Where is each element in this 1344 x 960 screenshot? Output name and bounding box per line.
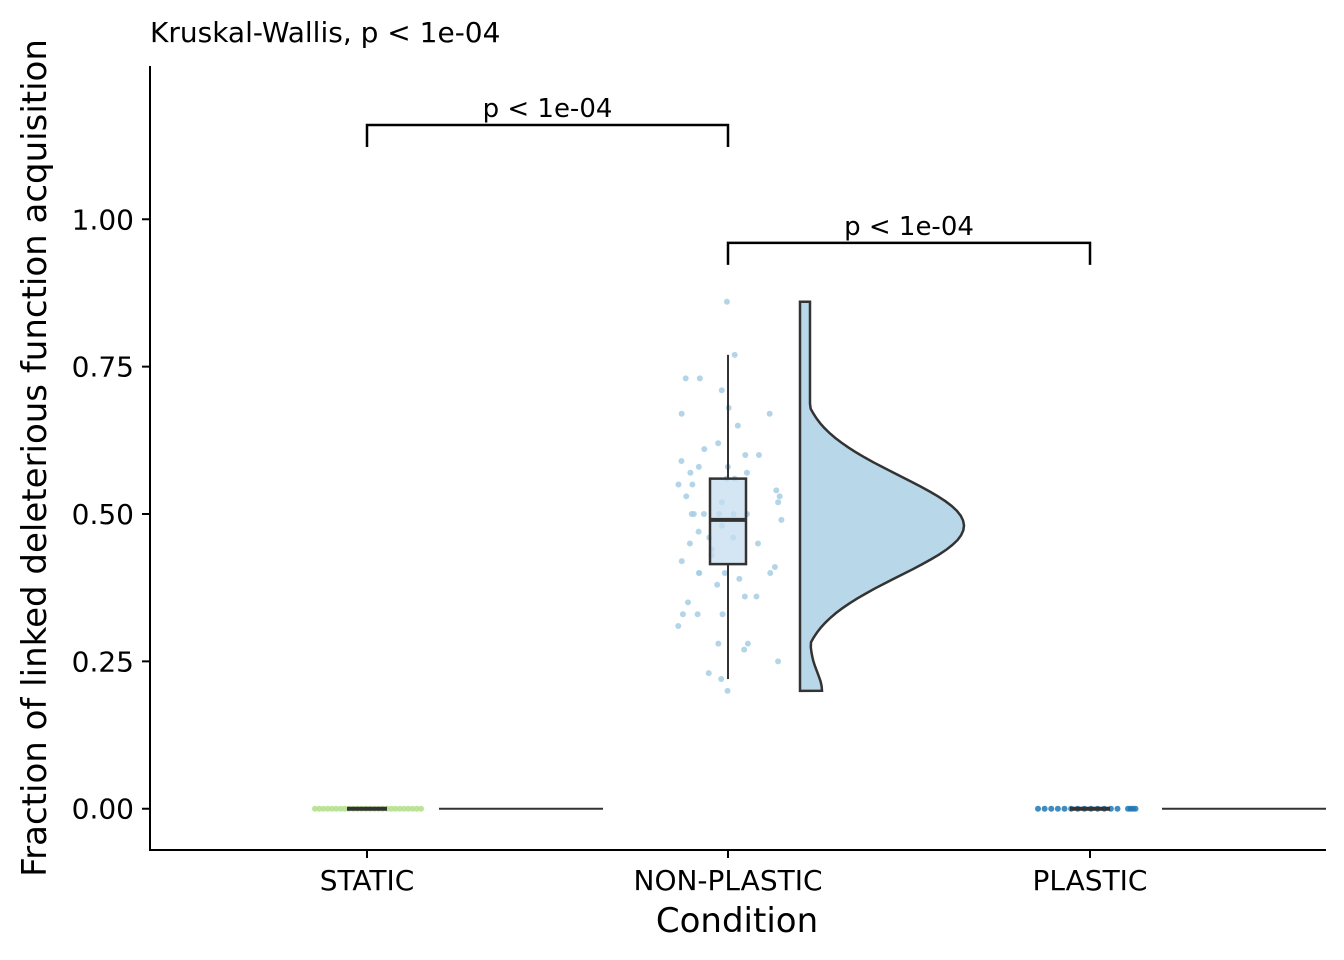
data-point bbox=[776, 493, 783, 500]
data-point bbox=[401, 805, 408, 812]
data-point bbox=[721, 569, 728, 576]
significance-bracket bbox=[365, 123, 730, 147]
data-point bbox=[1048, 805, 1055, 812]
data-point bbox=[715, 640, 722, 647]
data-point bbox=[714, 581, 721, 588]
data-point bbox=[701, 446, 708, 453]
data-point bbox=[405, 805, 412, 812]
plot-area: p < 1e-04 p < 1e-04 bbox=[312, 94, 1326, 812]
data-point bbox=[694, 611, 701, 618]
data-point bbox=[675, 481, 682, 488]
data-point bbox=[413, 805, 420, 812]
data-point bbox=[1041, 805, 1048, 812]
data-point bbox=[724, 687, 731, 694]
data-point bbox=[718, 676, 725, 683]
data-point bbox=[409, 805, 416, 812]
x-tick-label: STATIC bbox=[320, 864, 415, 897]
data-point bbox=[678, 410, 685, 417]
data-point bbox=[696, 375, 703, 382]
data-point bbox=[743, 469, 750, 476]
data-point bbox=[773, 487, 780, 494]
data-point bbox=[333, 805, 340, 812]
data-point bbox=[682, 375, 689, 382]
data-point bbox=[778, 516, 785, 523]
y-axis-title: Fraction of linked deleterious function … bbox=[15, 39, 55, 877]
data-point bbox=[736, 575, 743, 582]
data-point bbox=[1114, 805, 1121, 812]
data-point bbox=[771, 564, 778, 571]
data-point bbox=[742, 452, 749, 459]
y-tick-label: 0.75 bbox=[72, 351, 134, 384]
data-point bbox=[678, 558, 685, 565]
data-point bbox=[715, 440, 722, 447]
data-point bbox=[689, 481, 696, 488]
data-point bbox=[1035, 805, 1041, 812]
data-point bbox=[744, 640, 751, 647]
data-point bbox=[695, 569, 702, 576]
y-axis-ticks: 0.00 0.25 0.50 0.75 1.00 bbox=[72, 203, 150, 826]
chart-title: Kruskal-Wallis, p < 1e-04 bbox=[150, 16, 500, 49]
data-point bbox=[705, 670, 712, 677]
data-point bbox=[324, 805, 331, 812]
violin-half bbox=[798, 300, 966, 693]
data-point bbox=[396, 805, 403, 812]
x-axis-title: Condition bbox=[656, 901, 818, 941]
data-point bbox=[1132, 805, 1139, 812]
data-point bbox=[775, 499, 782, 506]
data-point bbox=[734, 422, 741, 429]
data-point bbox=[388, 805, 395, 812]
data-point bbox=[392, 805, 399, 812]
x-tick-label: NON-PLASTIC bbox=[634, 864, 823, 897]
data-point bbox=[686, 540, 693, 547]
significance-label: p < 1e-04 bbox=[483, 94, 613, 124]
data-point bbox=[1061, 805, 1068, 812]
data-point bbox=[741, 646, 748, 653]
data-point bbox=[679, 611, 686, 618]
data-point bbox=[723, 298, 730, 305]
x-axis-ticks: STATIC NON-PLASTIC PLASTIC bbox=[320, 850, 1148, 897]
significance-bracket bbox=[726, 241, 1092, 265]
data-point bbox=[731, 351, 738, 358]
data-point bbox=[312, 805, 318, 812]
y-tick-label: 0.00 bbox=[72, 793, 134, 826]
data-point bbox=[687, 469, 694, 476]
y-tick-label: 0.25 bbox=[72, 645, 134, 678]
y-tick-label: 1.00 bbox=[72, 203, 134, 236]
data-point bbox=[688, 511, 695, 517]
data-point bbox=[755, 540, 762, 547]
data-point bbox=[700, 511, 707, 517]
significance-label: p < 1e-04 bbox=[844, 212, 974, 242]
data-point bbox=[753, 593, 760, 600]
data-point bbox=[678, 457, 685, 464]
data-point bbox=[316, 805, 323, 812]
data-point bbox=[767, 569, 774, 576]
data-point bbox=[719, 611, 726, 618]
y-tick-label: 0.50 bbox=[72, 498, 134, 531]
data-point bbox=[741, 593, 748, 600]
data-point bbox=[755, 452, 762, 459]
data-point bbox=[328, 805, 335, 812]
x-tick-label: PLASTIC bbox=[1033, 864, 1148, 897]
data-point bbox=[695, 463, 702, 470]
data-point bbox=[341, 805, 348, 812]
data-point bbox=[337, 805, 344, 812]
data-point bbox=[684, 599, 691, 606]
data-point bbox=[683, 493, 690, 500]
data-point bbox=[418, 805, 424, 812]
data-point bbox=[766, 410, 773, 417]
data-point bbox=[718, 387, 725, 394]
data-point bbox=[675, 623, 682, 629]
data-point bbox=[1054, 805, 1061, 812]
data-point bbox=[775, 658, 782, 665]
data-point bbox=[320, 805, 327, 812]
data-point bbox=[695, 528, 702, 535]
